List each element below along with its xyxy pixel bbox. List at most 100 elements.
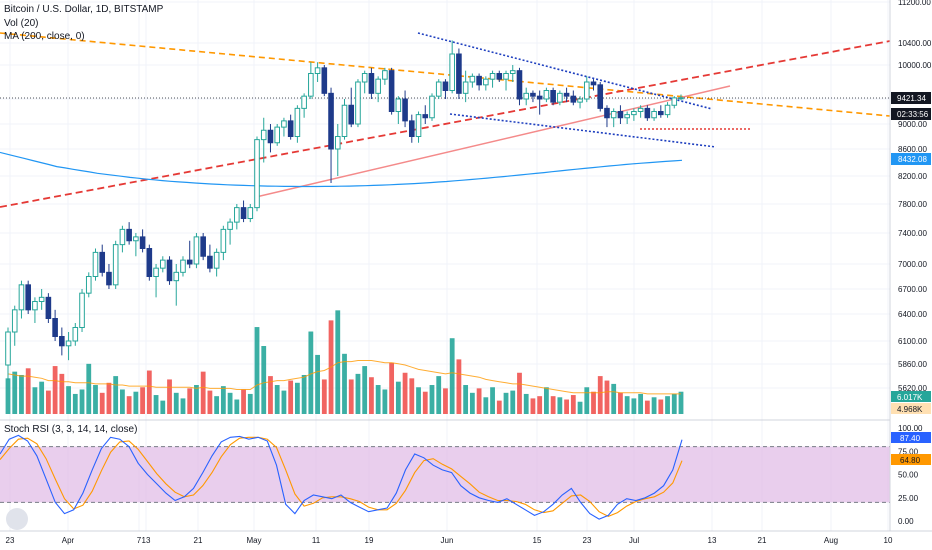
volume-bar [234, 399, 240, 414]
candle-body [227, 221, 233, 230]
stoch-d-tag [891, 454, 931, 465]
volume-bar [496, 400, 502, 414]
candle-body [153, 267, 159, 277]
price-tick-label: 7800.00 [898, 200, 927, 209]
candle-body [294, 107, 301, 137]
candle-body [5, 331, 11, 366]
candle-body [489, 73, 496, 80]
candle-body [207, 255, 213, 269]
candle-body [334, 136, 341, 150]
candle-body [361, 73, 368, 83]
price-tick-label: 7400.00 [898, 229, 927, 238]
volume-bar [146, 370, 152, 414]
candle-body [267, 129, 274, 144]
candle-body [557, 92, 563, 103]
time-tick-label: 15 [533, 536, 542, 545]
volume-bar [510, 390, 516, 414]
wedge-upper-line [417, 32, 713, 110]
tradingview-logo[interactable] [6, 508, 28, 530]
price-tick-label: 9000.00 [898, 120, 927, 129]
ma-legend[interactable]: MA (200, close, 0) [4, 31, 85, 42]
volume-bar [294, 382, 300, 414]
volume-bar [476, 388, 482, 414]
stoch-k-value-label: 87.40 [900, 434, 921, 443]
stoch-tick-label: 0.00 [898, 517, 914, 526]
volume-bar [52, 366, 58, 414]
time-tick-label: Jul [629, 536, 639, 545]
volume-bar [483, 397, 489, 414]
time-tick-label: 23 [583, 536, 592, 545]
price-tick-label: 8600.00 [898, 145, 927, 154]
volume-bar [671, 393, 677, 414]
candle-body [321, 67, 328, 94]
volume-bar [180, 398, 186, 414]
candle-body [328, 92, 334, 150]
candle-body [32, 301, 38, 311]
stoch-rsi-band [0, 419, 890, 503]
volume-bar [523, 393, 529, 414]
candle-body [617, 111, 624, 119]
volume-bar [584, 387, 590, 414]
candle-body [85, 276, 92, 294]
volume-bar [604, 380, 610, 414]
volume-bar [241, 389, 246, 414]
candle-body [193, 236, 200, 265]
volume-bar [644, 400, 650, 414]
countdown-label: 02:33:56 [897, 110, 929, 119]
volume-bar [187, 388, 193, 414]
candle-body [536, 95, 543, 100]
candle-body [200, 236, 206, 257]
price-tick-label: 5620.00 [898, 384, 927, 393]
candle-body [442, 81, 449, 91]
volume-bar [638, 393, 644, 414]
candle-body [240, 207, 247, 219]
candle-body [45, 296, 52, 320]
volume-bar [429, 385, 435, 414]
price-tick-label: 6700.00 [898, 285, 927, 294]
time-tick-label: Apr [62, 536, 75, 545]
time-tick-label: May [246, 536, 261, 545]
volume-bar [227, 392, 233, 414]
volume-bar [557, 397, 563, 414]
candle-body [462, 81, 469, 94]
candle-body [38, 296, 45, 303]
ma-value-label: 8432.08 [898, 155, 927, 164]
candle-body [402, 98, 408, 122]
ma200-path [0, 151, 683, 188]
volume-ma-value-label: 4.968K [897, 405, 923, 414]
candle-body [449, 53, 455, 91]
volume-bar [32, 387, 38, 414]
candle-body [476, 75, 482, 86]
candle-body [631, 111, 637, 116]
candle-body [79, 292, 85, 328]
symbol-legend[interactable]: Bitcoin / U.S. Dollar, 1D, BITSTAMP [4, 4, 164, 15]
candle-body [429, 95, 435, 119]
candle-body [382, 70, 388, 80]
volume-bar [25, 368, 31, 414]
stoch-tick-label: 75.00 [898, 447, 919, 456]
volume-bar [274, 385, 280, 414]
volume-bar [288, 380, 294, 414]
stoch-rsi-legend[interactable]: Stoch RSI (3, 3, 14, 14, close) [4, 424, 138, 435]
candle-body [159, 259, 166, 269]
candle-body [213, 251, 220, 269]
time-tick-label: 10 [884, 536, 893, 545]
volume-bar [5, 378, 11, 414]
volume-legend[interactable]: Vol (20) [4, 18, 39, 29]
price-candles[interactable] [5, 40, 684, 380]
volume-bar [591, 391, 596, 414]
volume-bar [153, 395, 159, 414]
candle-body [530, 92, 536, 97]
volume-bar [577, 401, 583, 414]
volume-bar [133, 391, 139, 414]
volume-bar [167, 379, 172, 414]
volume-bar [200, 371, 206, 414]
countdown-tag [891, 108, 931, 120]
stoch-tick-label: 50.00 [898, 471, 919, 480]
candle-body [341, 104, 348, 137]
volume-bar [665, 396, 670, 414]
volume-bar [631, 398, 637, 414]
candle-body [260, 129, 267, 141]
candle-body [469, 75, 476, 83]
